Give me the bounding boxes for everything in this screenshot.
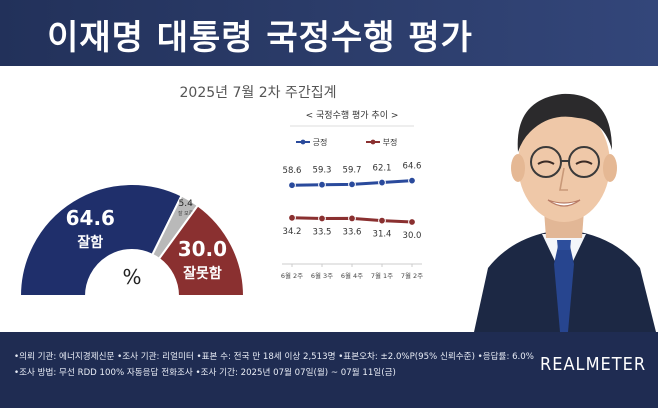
series-0-point-2 bbox=[348, 180, 356, 189]
series-0-label-0: 58.6 bbox=[283, 166, 302, 176]
series-1-point-4 bbox=[408, 218, 416, 226]
series-1-label-0: 34.2 bbox=[283, 227, 302, 237]
series-1-point-0 bbox=[288, 213, 296, 222]
series-1-point-1 bbox=[318, 214, 326, 223]
series-0-label-1: 59.3 bbox=[313, 166, 332, 176]
donut-center-label: % bbox=[122, 265, 141, 289]
series-1-point-2 bbox=[348, 214, 356, 223]
slice-value-1: 5.4 bbox=[179, 199, 194, 209]
x-tick-label-3: 7월 1주 bbox=[371, 271, 393, 280]
series-1-point-3 bbox=[378, 216, 386, 225]
slice-label-2: 잘못함 bbox=[183, 265, 222, 282]
series-1-label-1: 33.5 bbox=[313, 228, 332, 238]
chart-panel: 2025년 7월 2차 주간집계 64.6 잘함 5.4 잘 모름 30.0 잘못함% < … bbox=[20, 66, 520, 328]
series-1-label-2: 33.6 bbox=[343, 227, 362, 237]
legend-entry-1: 부정 bbox=[383, 137, 398, 147]
series-0-label-3: 62.1 bbox=[373, 164, 392, 174]
x-tick-label-1: 6월 3주 bbox=[311, 271, 333, 280]
header-banner: 이재명 대통령 국정수행 평가 bbox=[0, 0, 658, 66]
page-title: 이재명 대통령 국정수행 평가 bbox=[47, 18, 473, 58]
slice-label-0: 잘함 bbox=[77, 234, 103, 251]
donut-slice-0 bbox=[20, 183, 183, 297]
slice-value-2: 30.0 bbox=[178, 237, 227, 261]
x-tick-label-0: 6월 2주 bbox=[281, 271, 303, 280]
slice-value-0: 64.6 bbox=[66, 206, 115, 230]
realmeter-logo: REALMETER bbox=[540, 354, 647, 375]
x-tick-label-2: 6월 4주 bbox=[341, 271, 363, 280]
portrait-illustration bbox=[474, 93, 656, 332]
survey-info-line-2: •조사 방법: 무선 RDD 100% 자동응답 전화조사 •조사 기간: 20… bbox=[14, 368, 396, 378]
trend-title: < 국정수행 평가 추이 > bbox=[306, 109, 399, 121]
series-0-point-1 bbox=[318, 180, 326, 189]
x-tick-label-4: 7월 2주 bbox=[401, 271, 423, 280]
chart-subtitle: 2025년 7월 2차 주간집계 bbox=[179, 85, 337, 101]
footer-info: •의뢰 기관: 에너지경제신문 •조사 기관: 리얼미터 •표본 수: 전국 만… bbox=[0, 332, 658, 408]
series-0-point-4 bbox=[408, 176, 416, 185]
series-0-label-4: 64.6 bbox=[403, 162, 422, 172]
slice-label-1: 잘 모름 bbox=[178, 210, 194, 217]
series-1-label-3: 31.4 bbox=[373, 230, 392, 240]
series-0-label-2: 59.7 bbox=[343, 165, 362, 175]
series-0-point-0 bbox=[288, 181, 296, 190]
charts-svg: 64.6 잘함 5.4잘 모름 30.0 잘못함% < 국정수행 평가 추이 > 긍정 부정 5… bbox=[20, 109, 423, 297]
series-0-point-3 bbox=[378, 178, 386, 187]
legend-dot-0 bbox=[300, 139, 306, 145]
survey-info-line-1: •의뢰 기관: 에너지경제신문 •조사 기관: 리얼미터 •표본 수: 전국 만… bbox=[14, 352, 534, 362]
donut-slice-2 bbox=[157, 203, 246, 297]
legend-dot-1 bbox=[370, 139, 376, 145]
series-1-label-4: 30.0 bbox=[403, 231, 422, 241]
legend-entry-0: 긍정 bbox=[313, 137, 328, 147]
